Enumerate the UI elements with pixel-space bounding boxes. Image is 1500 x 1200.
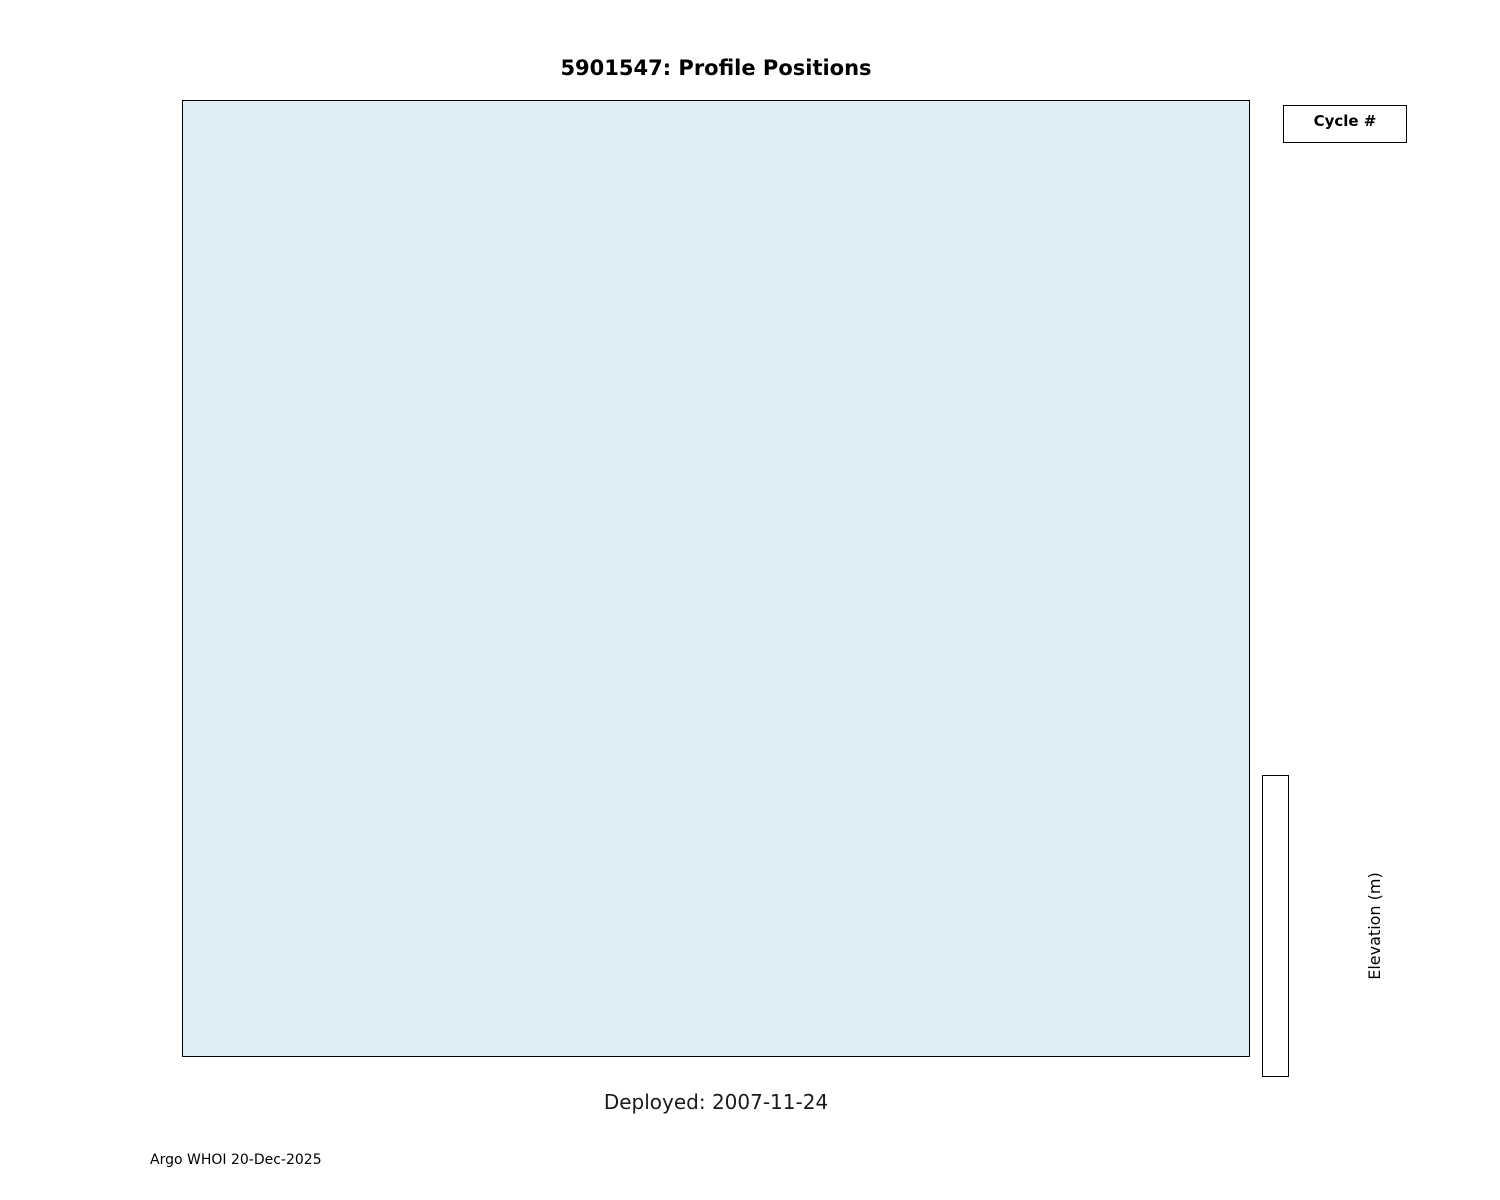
elevation-colorbar bbox=[1262, 775, 1289, 1077]
map-plot-area bbox=[182, 100, 1250, 1057]
colorbar-label: Elevation (m) bbox=[1365, 872, 1384, 980]
deployed-date-caption: Deployed: 2007-11-24 bbox=[603, 1090, 829, 1114]
legend-title: Cycle # bbox=[1313, 112, 1377, 130]
cycle-legend: Cycle # bbox=[1283, 105, 1407, 143]
trajectory-overlay bbox=[183, 101, 1248, 1055]
figure-title: 5901547: Profile Positions bbox=[560, 56, 872, 80]
credit-text: Argo WHOI 20-Dec-2025 bbox=[150, 1152, 322, 1168]
bathymetry-contour-map bbox=[183, 101, 1248, 1055]
